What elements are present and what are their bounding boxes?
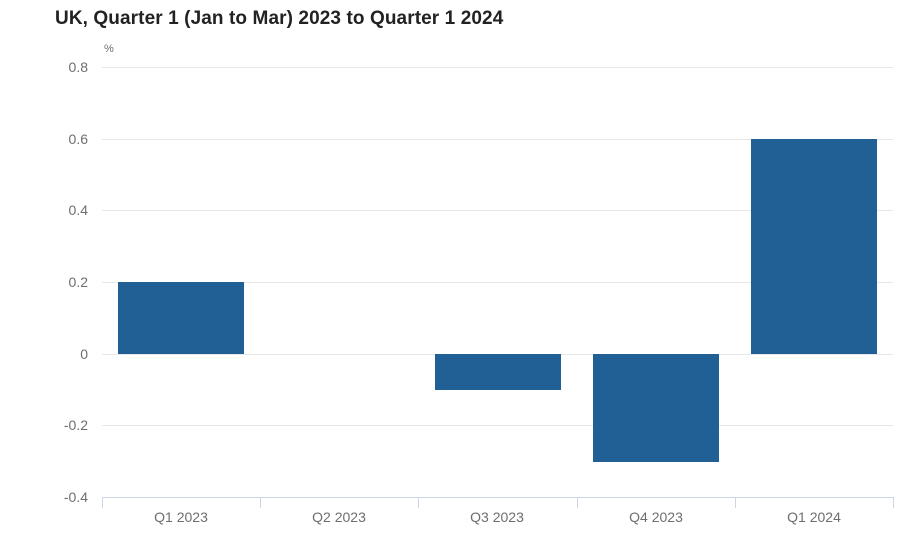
bar-q4-2023 <box>593 354 719 462</box>
x-tick-label: Q1 2023 <box>154 509 208 525</box>
x-axis-tick <box>577 497 578 508</box>
y-tick-label: 0 <box>80 346 88 362</box>
x-tick-label: Q4 2023 <box>629 509 683 525</box>
y-axis-unit-label: % <box>104 43 114 55</box>
x-tick-label: Q3 2023 <box>470 509 524 525</box>
bar-q3-2023 <box>435 354 561 390</box>
x-axis-tick <box>893 497 894 508</box>
y-tick-label: -0.2 <box>63 417 88 433</box>
y-tick-label: 0.2 <box>68 274 88 290</box>
gridline <box>102 67 893 68</box>
x-tick-label: Q2 2023 <box>312 509 366 525</box>
x-tick-label: Q1 2024 <box>787 509 841 525</box>
chart-title: UK, Quarter 1 (Jan to Mar) 2023 to Quart… <box>55 8 504 29</box>
gridline <box>102 282 893 283</box>
y-tick-label: 0.4 <box>68 202 88 218</box>
gridline <box>102 425 893 426</box>
x-axis-line <box>102 497 893 498</box>
gridline <box>102 139 893 140</box>
x-axis-tick <box>260 497 261 508</box>
y-tick-label: 0.6 <box>68 131 88 147</box>
x-axis-tick <box>102 497 103 508</box>
gridline <box>102 210 893 211</box>
bar-q1-2024 <box>751 139 877 354</box>
y-tick-label: 0.8 <box>68 59 88 75</box>
x-axis-tick <box>735 497 736 508</box>
y-tick-label: -0.4 <box>63 489 88 505</box>
bar-q1-2023 <box>118 282 244 354</box>
x-axis-tick <box>418 497 419 508</box>
